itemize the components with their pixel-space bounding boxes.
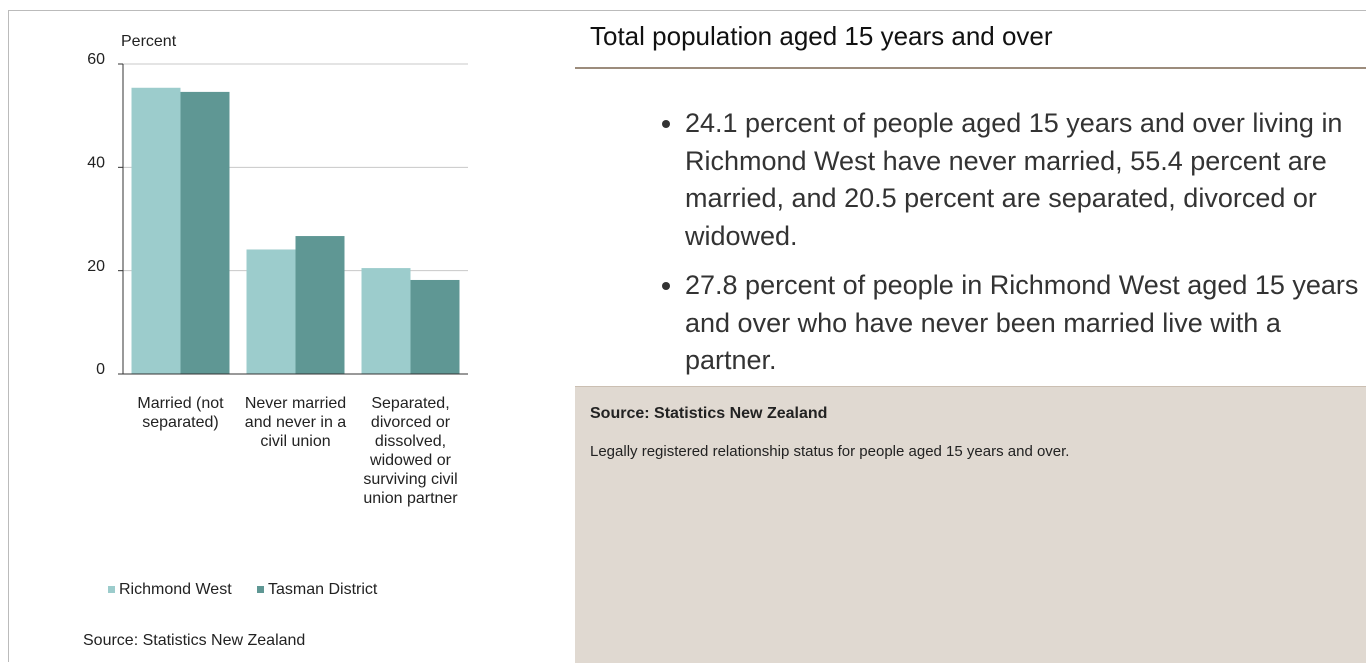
legend-swatch [257,586,264,593]
y-tick-label: 20 [87,258,105,275]
bullet: 24.1 percent of people aged 15 years and… [685,105,1366,255]
bar [361,268,411,374]
x-tick-label: Separated, divorced or dissolved, widowe… [363,395,458,507]
text-panel: Total population aged 15 years and over … [575,10,1366,663]
bar [131,87,181,375]
bar [410,279,460,374]
legend-swatch [108,586,115,593]
bar [295,236,345,374]
chart-source: Source: Statistics New Zealand [83,632,305,649]
panel-title: Total population aged 15 years and over [590,21,1053,51]
x-tick-label: Married (not separated) [137,395,224,431]
note-box: Source: Statistics New Zealand Legally r… [575,386,1366,663]
y-tick-label: 60 [87,51,105,68]
legend-label: Richmond West [119,581,232,598]
y-tick-label: 0 [96,361,105,378]
bullet: 27.8 percent of people in Richmond West … [685,267,1366,380]
bullet-list: 24.1 percent of people aged 15 years and… [655,105,1366,392]
bar [246,249,296,374]
x-tick-label: Never married and never in a civil union [244,395,347,450]
note-source: Source: Statistics New Zealand [590,405,828,422]
chart: Percent Source: Statistics New Zealand 0… [83,33,468,649]
note-text: Legally registered relationship status f… [590,443,1070,460]
y-tick-label: 40 [87,155,105,172]
y-axis-label: Percent [121,33,177,50]
bar [180,91,230,375]
title-rule [575,67,1366,69]
chart-panel: Percent Source: Statistics New Zealand 0… [8,10,576,662]
legend-label: Tasman District [268,581,378,598]
